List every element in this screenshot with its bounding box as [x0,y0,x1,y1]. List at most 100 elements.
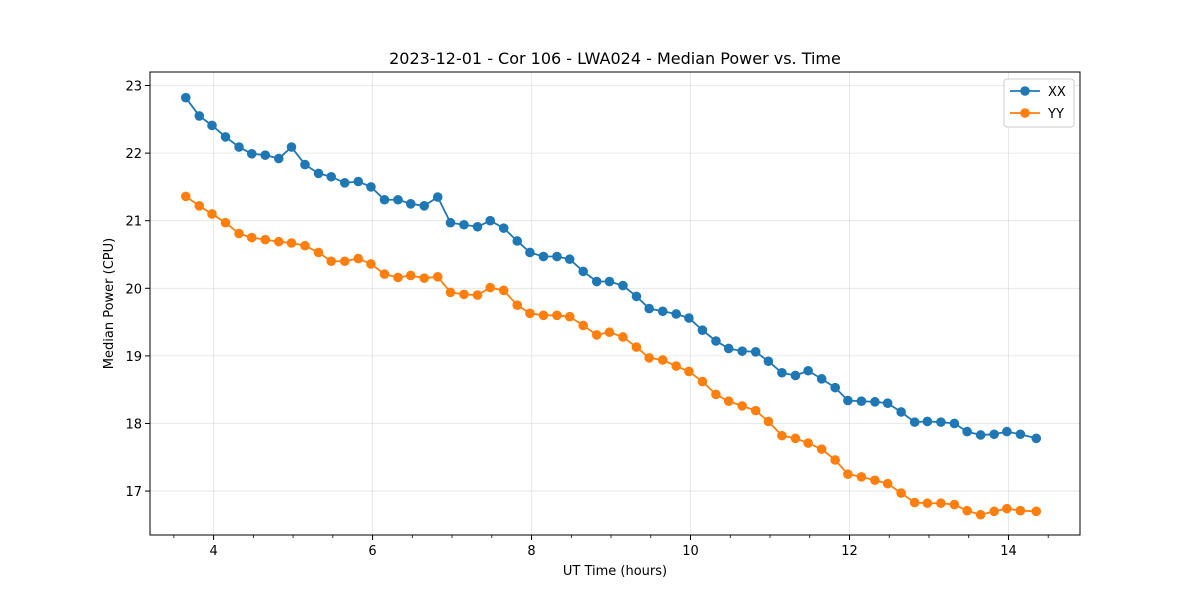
series-xx-point [220,132,231,142]
series-yy-point [618,332,628,342]
y-tick-label: 17 [125,485,142,500]
series-xx-point [790,370,801,381]
series-xx-point [763,356,774,367]
x-tick-label: 4 [209,544,217,559]
series-yy-point [975,509,986,520]
series-xx-point [286,142,297,152]
series-yy-point [989,506,999,517]
grid [150,72,1080,535]
series-xx [180,92,1042,444]
series-xx-point [671,309,682,319]
series-yy-point [1002,503,1012,514]
series-xx-point [803,365,813,376]
series-xx-point [816,374,827,384]
series-xx-point [207,120,217,131]
series-yy-point [366,259,376,269]
series-yy-point [684,366,694,377]
series-yy-point [405,270,416,281]
series-yy-point [260,234,271,245]
series-xx-point [432,192,443,202]
y-tick-label: 19 [125,350,142,365]
series-xx-point [552,251,562,262]
series-yy-point [552,310,562,321]
series-xx-point [1015,429,1026,440]
series-xx-point [1031,433,1042,444]
x-tick-label: 14 [1000,544,1017,559]
series-yy-point [578,320,589,331]
series-xx-point [405,199,416,209]
series-xx-point [922,416,933,427]
series-yy-point [194,201,205,211]
series-xx-point [711,336,721,346]
series-yy-point [379,269,390,279]
series-xx-point [260,150,271,160]
series-yy-point [207,209,217,219]
series-layer [180,92,1042,520]
series-xx-point [644,303,654,314]
series-yy-point [737,401,747,411]
series-yy-point [1031,506,1042,517]
series-xx-point [445,217,456,228]
series-yy-point [300,240,310,251]
x-tick-label: 8 [527,544,535,559]
series-xx-point [830,382,840,393]
series-yy-point [326,256,337,267]
series-yy-point [644,353,654,363]
y-tick-label: 18 [125,417,142,432]
series-yy-point [671,361,682,371]
series-xx-point [1002,426,1012,437]
y-tick-label: 20 [125,282,142,297]
series-yy-point [936,498,946,509]
series-xx-point [750,347,761,357]
series-xx-point [949,418,960,429]
series-yy-point [1015,505,1026,516]
series-xx-point [975,430,986,440]
series-yy-point [750,405,761,416]
series-yy-point [711,389,721,400]
series-xx-point [393,194,403,205]
series-yy-point [538,310,549,321]
series-xx-point [379,194,390,205]
series-xx-point [459,219,469,230]
series-yy-point [393,272,403,283]
series-xx-point [246,148,257,159]
series-xx-point [419,201,430,211]
series-xx-point [870,397,880,407]
legend-xx-label: XX [1048,85,1066,100]
series-xx-point [657,306,668,317]
series-xx-point [326,171,337,182]
series-xx-point [684,313,694,323]
series-xx-point [777,367,787,378]
series-xx-point [313,168,324,179]
series-xx-point [896,407,906,417]
series-xx-point [962,426,972,437]
series-yy-point [870,475,880,486]
series-yy-point [723,396,734,406]
series-yy-point [234,228,244,239]
series-yy-point [962,505,972,516]
series-xx-point [591,276,602,287]
series-xx-point [180,92,191,103]
series-yy-point [445,287,456,298]
series-yy-point [432,272,443,282]
series-yy-point [498,285,509,296]
series-yy [180,191,1042,520]
series-xx-point [604,276,615,287]
y-tick-label: 23 [125,80,142,95]
series-yy-point [790,433,801,444]
series-xx-point [339,178,350,188]
series-yy-point [882,478,893,489]
plot-frame [149,71,1081,536]
series-xx-point [856,396,867,406]
y-tick-label: 22 [125,147,142,162]
axes: 4 6 8 10 12 14 17 18 19 20 21 22 23 [125,80,1049,559]
series-yy-point [591,330,602,340]
series-xx-point [936,417,946,427]
legend-xx-marker [1020,86,1030,96]
series-yy-point [803,438,813,448]
series-yy-point [353,253,364,264]
series-yy-point [922,498,933,509]
series-xx-point [843,395,853,406]
series-xx-point [485,215,496,226]
